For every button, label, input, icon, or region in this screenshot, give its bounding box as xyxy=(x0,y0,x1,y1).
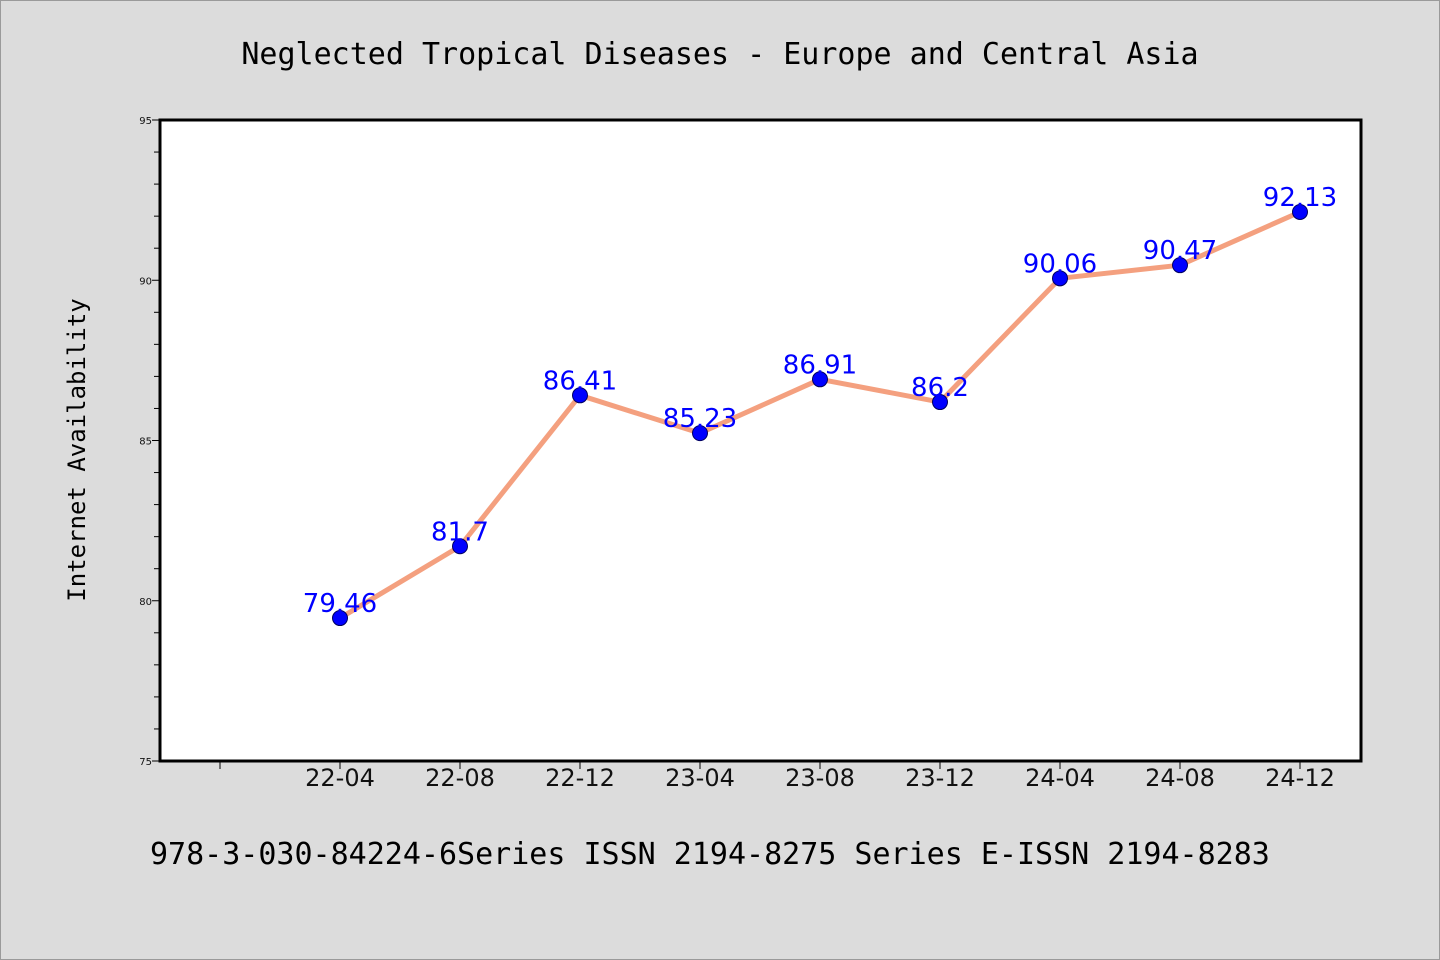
footer-text: 978-3-030-84224-6Series ISSN 2194-8275 S… xyxy=(150,837,1270,872)
y-axis: 75 80 85 90 95 xyxy=(139,116,160,768)
data-label: 86.41 xyxy=(543,366,617,396)
data-point xyxy=(1292,203,1308,220)
data-point xyxy=(1052,270,1068,287)
x-tick-label: 23-04 xyxy=(665,764,735,792)
x-axis: 22-04 22-08 22-12 23-04 23-08 23-12 24-04 24-08… xyxy=(219,761,1335,792)
data-point xyxy=(1172,257,1188,274)
data-point xyxy=(932,394,948,411)
y-axis-label: Internet Availability xyxy=(63,298,91,601)
y-tick-label: 75 xyxy=(139,757,152,768)
data-label: 86.2 xyxy=(911,373,969,403)
data-point xyxy=(692,425,708,442)
data-point xyxy=(332,610,348,627)
x-tick-label: 23-08 xyxy=(785,764,855,792)
data-label: 86.91 xyxy=(783,350,857,380)
x-tick-label: 22-12 xyxy=(545,764,615,792)
x-tick-label: 23-12 xyxy=(905,764,975,792)
data-label: 85.23 xyxy=(663,404,737,434)
data-labels: 79.46 81.7 86.41 85.23 86.91 86.2 90.06 90.47 92… xyxy=(303,183,1337,619)
data-label: 81.7 xyxy=(431,517,489,547)
chart-title: Neglected Tropical Diseases - Europe and… xyxy=(241,37,1198,72)
data-point xyxy=(812,371,828,388)
y-tick-label: 90 xyxy=(139,276,152,287)
x-tick-label: 24-04 xyxy=(1025,764,1095,792)
data-label: 79.46 xyxy=(303,589,377,619)
y-tick-label: 80 xyxy=(139,597,152,608)
x-tick-label: 24-12 xyxy=(1265,764,1335,792)
x-tick-label: 22-04 xyxy=(305,764,375,792)
plot-area xyxy=(158,118,1363,763)
data-label: 92.13 xyxy=(1263,183,1337,213)
data-label: 90.06 xyxy=(1023,249,1097,279)
data-label: 90.47 xyxy=(1143,236,1217,266)
x-tick-label: 24-08 xyxy=(1145,764,1215,792)
y-tick-label: 85 xyxy=(139,437,152,448)
data-point xyxy=(572,387,588,404)
series-internet-availability xyxy=(332,203,1308,627)
x-tick-label: 22-08 xyxy=(425,764,495,792)
y-tick-label: 95 xyxy=(139,116,152,127)
data-point xyxy=(452,538,468,555)
